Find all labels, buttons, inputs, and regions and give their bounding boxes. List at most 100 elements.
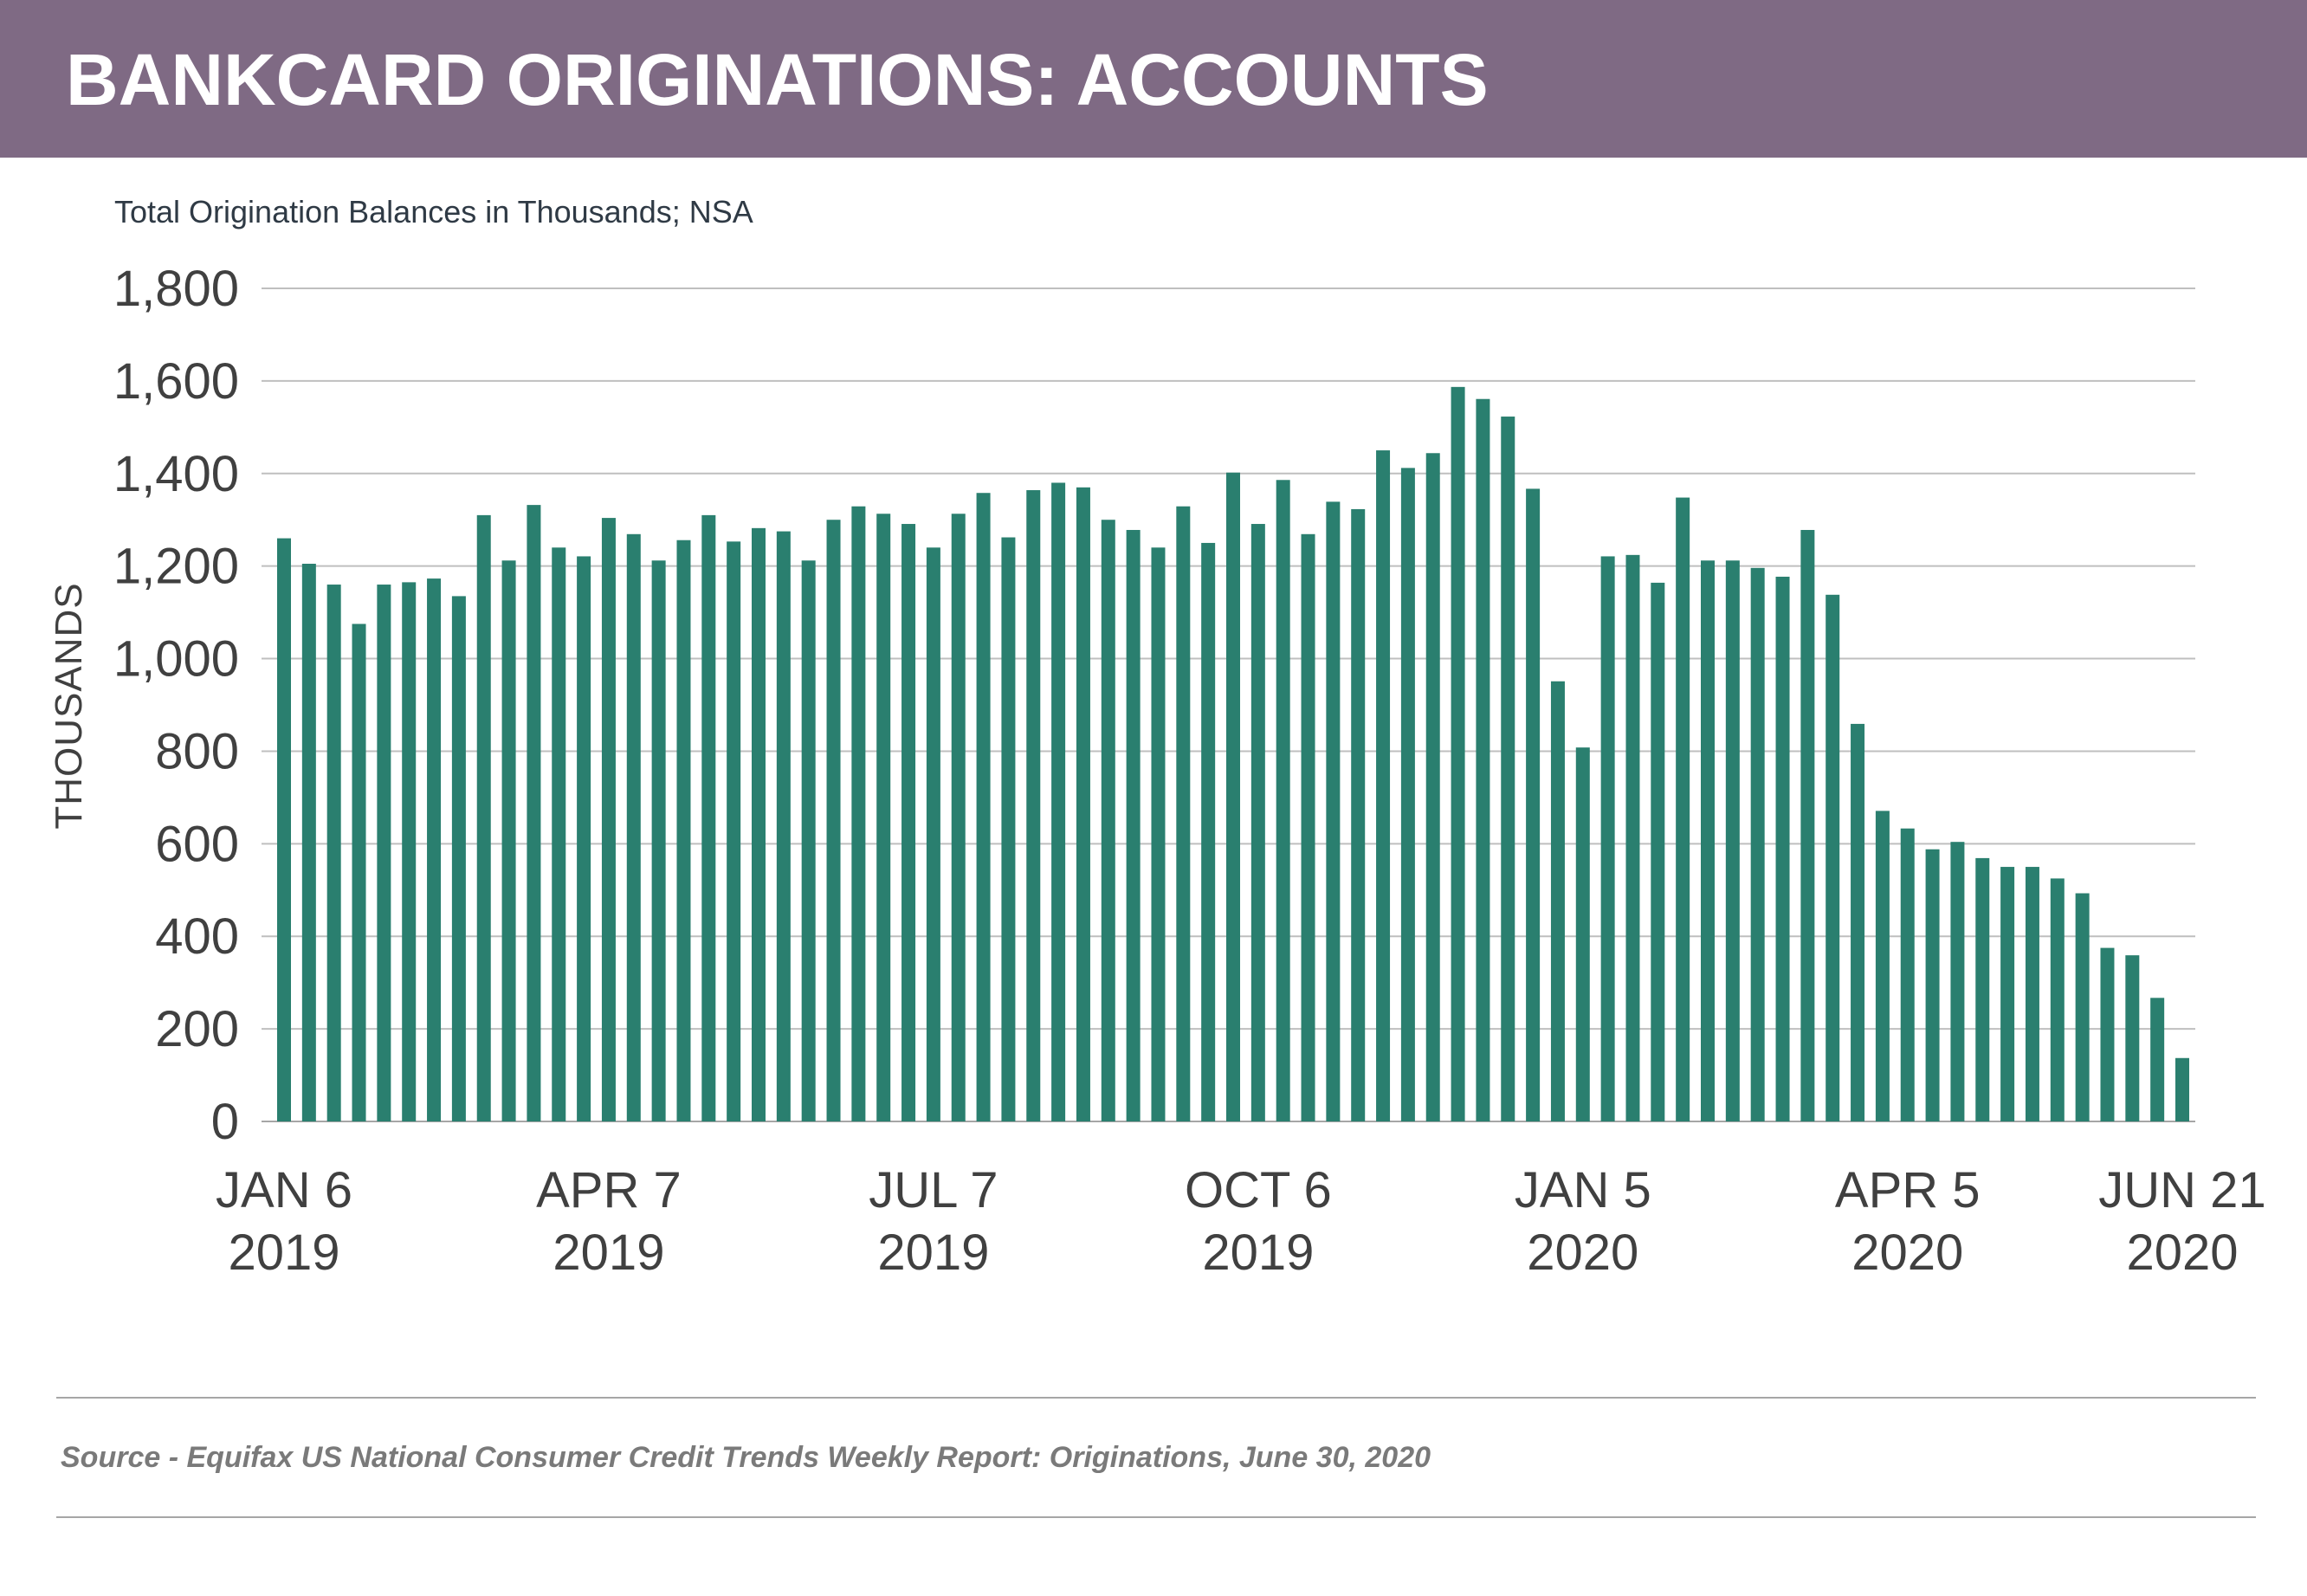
bar: [1026, 490, 1041, 1121]
x-tick-label: 2019: [877, 1224, 989, 1281]
bar: [1301, 533, 1315, 1121]
bar: [701, 514, 716, 1121]
footer-divider-bottom: [56, 1516, 2256, 1518]
y-tick-label: 200: [155, 1001, 239, 1057]
chart-subtitle: Total Origination Balances in Thousands;…: [114, 194, 753, 229]
chart-title: BANKCARD ORIGINATIONS: ACCOUNTS: [66, 39, 1489, 120]
x-tick-label: JUL 7: [869, 1162, 998, 1218]
x-tick-label: JAN 5: [1515, 1162, 1651, 1218]
bar: [1625, 554, 1640, 1121]
bar: [352, 624, 366, 1121]
bar: [1900, 828, 1915, 1121]
bar: [1425, 453, 1440, 1121]
bar: [2100, 947, 2115, 1121]
bar: [1276, 480, 1290, 1121]
bar: [501, 560, 516, 1121]
x-tick-label: APR 7: [536, 1162, 682, 1218]
bar: [427, 578, 442, 1121]
y-tick-label: 800: [155, 723, 239, 779]
x-tick-label: 2019: [228, 1224, 339, 1281]
bar: [1701, 560, 1715, 1121]
y-tick-label: 1,200: [113, 539, 239, 595]
bar: [1875, 811, 1890, 1121]
bar: [1600, 556, 1615, 1121]
bar: [727, 541, 741, 1121]
bar: [527, 505, 541, 1121]
bar: [1826, 594, 1840, 1121]
source-note: Source - Equifax US National Consumer Cr…: [61, 1441, 1431, 1474]
x-tick-label: 2020: [1851, 1224, 1963, 1281]
bar: [326, 585, 341, 1121]
y-tick-label: 1,400: [113, 446, 239, 502]
x-tick-label: 2020: [1527, 1224, 1638, 1281]
bar: [301, 563, 316, 1121]
x-tick-label: 2020: [2126, 1224, 2238, 1281]
bar: [377, 585, 391, 1121]
bar: [1226, 472, 1240, 1121]
bar: [2125, 955, 2140, 1121]
bar: [476, 514, 491, 1121]
x-tick-label: APR 5: [1835, 1162, 1981, 1218]
bar: [976, 493, 991, 1121]
x-tick-label: OCT 6: [1185, 1162, 1332, 1218]
y-tick-label: 1,000: [113, 631, 239, 688]
bar: [1750, 567, 1765, 1121]
bar: [826, 520, 841, 1121]
bar: [1950, 842, 1965, 1121]
bar: [752, 527, 766, 1121]
bar: [1051, 482, 1066, 1121]
bar: [1250, 524, 1265, 1121]
y-tick-label: 600: [155, 816, 239, 872]
bar: [626, 533, 641, 1121]
bar: [1400, 468, 1415, 1121]
bar: [1550, 681, 1565, 1121]
bar: [1201, 542, 1216, 1121]
bar: [1651, 582, 1665, 1121]
bar: [2075, 893, 2090, 1121]
bar: [277, 538, 291, 1121]
bar: [1176, 506, 1191, 1121]
bar: [1526, 488, 1541, 1121]
bar: [552, 547, 566, 1121]
bar: [1775, 576, 1790, 1121]
bar: [851, 506, 866, 1121]
title-banner: BANKCARD ORIGINATIONS: ACCOUNTS: [0, 0, 2307, 158]
bar: [1326, 501, 1341, 1121]
bar: [1925, 849, 1940, 1121]
bar: [1376, 450, 1391, 1121]
bar: [901, 524, 916, 1121]
y-tick-label: 1,800: [113, 261, 239, 317]
bar: [676, 540, 691, 1121]
bar: [801, 560, 816, 1121]
bar: [1101, 520, 1115, 1121]
bar: [451, 596, 466, 1121]
bar: [1725, 560, 1740, 1121]
bar: [876, 514, 891, 1121]
x-tick-label: JUN 21: [2098, 1162, 2265, 1218]
bar: [1151, 547, 1166, 1121]
footer-divider-top: [56, 1397, 2256, 1399]
bar: [1476, 398, 1490, 1122]
bar: [1076, 487, 1090, 1121]
bar: [2050, 878, 2065, 1121]
bar: [776, 531, 791, 1121]
bar: [1501, 417, 1515, 1121]
bar: [1451, 386, 1465, 1121]
x-tick-label: JAN 6: [216, 1162, 352, 1218]
bar: [651, 560, 666, 1121]
bar: [926, 547, 940, 1121]
y-tick-label: 1,600: [113, 353, 239, 410]
bar: [1851, 723, 1865, 1121]
y-tick-label: 0: [211, 1094, 239, 1150]
bar: [601, 518, 616, 1121]
bar: [402, 582, 417, 1121]
bar: [951, 514, 966, 1121]
x-tick-label: 2019: [1202, 1224, 1314, 1281]
bar: [1676, 497, 1690, 1121]
y-tick-label: 400: [155, 908, 239, 965]
bar: [1975, 857, 1990, 1121]
bar: [1800, 529, 1815, 1121]
bar: [1351, 508, 1366, 1121]
bar: [577, 556, 591, 1121]
